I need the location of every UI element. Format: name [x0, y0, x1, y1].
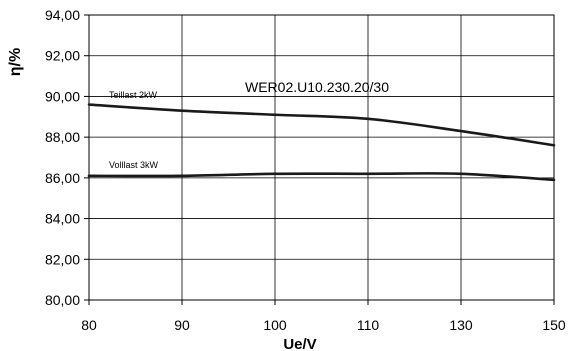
- y-tick-label: 84,00: [45, 211, 80, 227]
- y-tick-label: 88,00: [45, 129, 80, 145]
- y-tick-label: 82,00: [45, 251, 80, 267]
- plot-frame: [88, 14, 555, 301]
- x-tick-label: 110: [357, 317, 380, 333]
- x-tick-label: 130: [449, 317, 473, 333]
- series-line-teillast: [87, 103, 556, 147]
- y-tick-label: 92,00: [45, 48, 80, 64]
- series-line-volllast: [87, 172, 556, 182]
- chart-title: WER02.U10.230.20/30: [245, 79, 389, 95]
- x-tick-label: 90: [174, 317, 190, 333]
- x-tick-label: 100: [263, 317, 287, 333]
- legend-label-teillast: Teillast 2kW: [109, 90, 158, 100]
- series-lines: [87, 103, 556, 182]
- y-tick-label: 90,00: [45, 88, 80, 104]
- legend-label-volllast: Volllast 3kW: [109, 160, 159, 170]
- y-tick-label: 80,00: [45, 292, 80, 308]
- y-tick-label: 94,00: [45, 7, 80, 23]
- y-tick-label: 86,00: [45, 170, 80, 186]
- y-axis-title: η/%: [7, 48, 24, 76]
- x-tick-label: 80: [81, 317, 97, 333]
- y-axis: 80,00 82,00 84,00 86,00 88,00 90,00 92,00 94,00: [45, 7, 89, 308]
- x-tick-label: 150: [542, 317, 566, 333]
- x-axis-title: Ue/V: [283, 336, 316, 351]
- x-axis: 80 90 100 110 130 150: [81, 300, 566, 333]
